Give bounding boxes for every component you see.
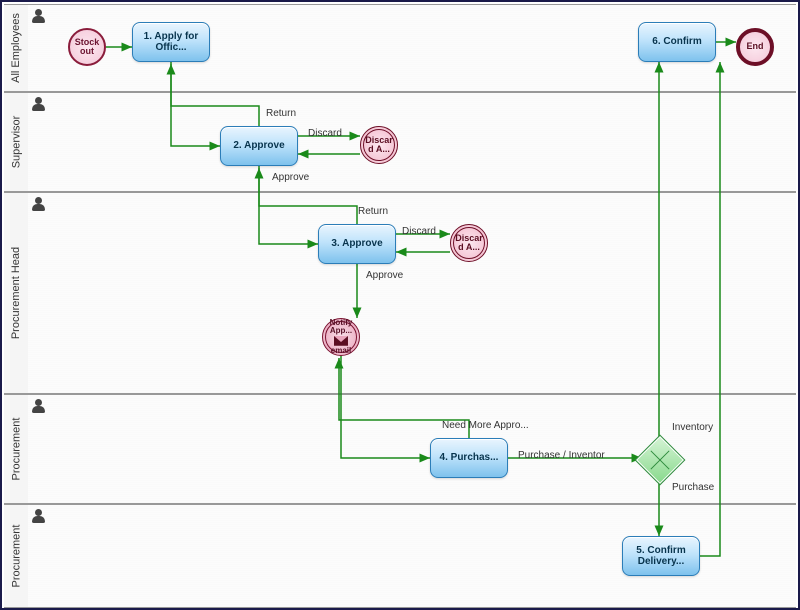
edge-label-purchase-inventory: Purchase / Inventor	[518, 450, 605, 461]
edge-label-discard-1: Discard	[308, 128, 342, 139]
user-icon	[32, 509, 46, 523]
user-icon	[32, 9, 46, 23]
user-icon	[32, 97, 46, 111]
user-icon	[32, 197, 46, 211]
notify-label-bot: email	[331, 347, 351, 355]
lane-supervisor: Supervisor	[4, 92, 796, 192]
edge-label-return-1: Return	[266, 108, 296, 119]
lane-label: Supervisor	[4, 93, 29, 191]
edge-label-purchase: Purchase	[672, 482, 714, 493]
lane-body	[28, 93, 796, 191]
lane-label-text: Procurement	[10, 525, 22, 588]
task-label: 5. Confirm Delivery...	[627, 545, 695, 568]
event-label: Discar d A...	[364, 136, 394, 155]
intermediate-event-discard-b[interactable]: Discar d A...	[450, 224, 488, 262]
start-event-label: Stock out	[70, 38, 104, 57]
task-purchase[interactable]: 4. Purchas...	[430, 438, 508, 478]
lane-label: Procurement	[4, 505, 29, 607]
task-approve-supervisor[interactable]: 2. Approve	[220, 126, 298, 166]
bpmn-canvas: All Employees Supervisor Procurement Hea…	[0, 0, 800, 610]
lane-label: Procurement Head	[4, 193, 29, 393]
event-label: Discar d A...	[454, 234, 484, 253]
task-apply-for-office[interactable]: 1. Apply for Offic...	[132, 22, 210, 62]
lane-label: All Employees	[4, 5, 29, 91]
task-label: 4. Purchas...	[440, 452, 499, 464]
edge-label-approve-2: Approve	[366, 270, 403, 281]
lane-label-text: Procurement	[10, 418, 22, 481]
end-event-label: End	[747, 42, 764, 51]
end-event[interactable]: End	[736, 28, 774, 66]
task-confirm[interactable]: 6. Confirm	[638, 22, 716, 62]
edge-label-return-2: Return	[358, 206, 388, 217]
edge-label-inventory: Inventory	[672, 422, 713, 433]
envelope-icon	[334, 336, 348, 346]
edge-label-need-more: Need More Appro...	[442, 420, 529, 431]
intermediate-event-discard-a[interactable]: Discar d A...	[360, 126, 398, 164]
lane-label-text: Supervisor	[10, 116, 22, 169]
lane-label-text: Procurement Head	[10, 247, 22, 339]
task-label: 3. Approve	[331, 238, 382, 250]
lane-body	[28, 193, 796, 393]
lane-label: Procurement	[4, 395, 29, 503]
user-icon	[32, 399, 46, 413]
task-label: 2. Approve	[233, 140, 284, 152]
message-event-notify[interactable]: Notify App... email	[322, 318, 360, 356]
task-approve-proc-head[interactable]: 3. Approve	[318, 224, 396, 264]
task-label: 1. Apply for Offic...	[137, 31, 205, 54]
lane-procurement-head: Procurement Head	[4, 192, 796, 394]
task-label: 6. Confirm	[652, 36, 701, 48]
edge-label-discard-2: Discard	[402, 226, 436, 237]
task-confirm-delivery[interactable]: 5. Confirm Delivery...	[622, 536, 700, 576]
lane-label-text: All Employees	[10, 13, 22, 83]
start-event-stock-out[interactable]: Stock out	[68, 28, 106, 66]
edge-label-approve-1: Approve	[272, 172, 309, 183]
notify-label-mid: App...	[330, 327, 352, 335]
